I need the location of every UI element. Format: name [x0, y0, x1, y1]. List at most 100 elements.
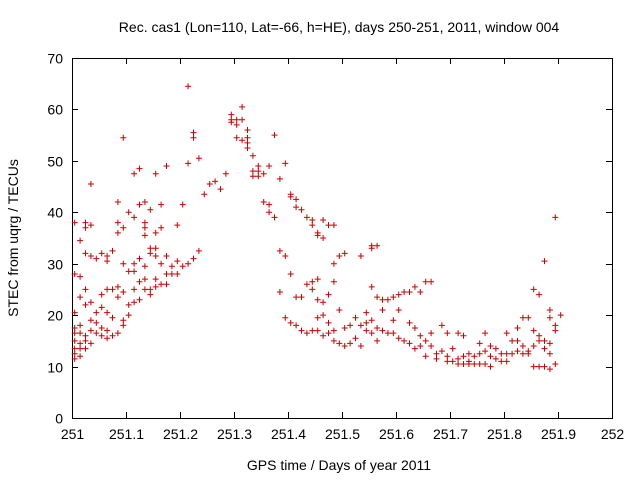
- data-point: [487, 343, 494, 349]
- data-point: [384, 330, 391, 337]
- data-point: [552, 327, 559, 334]
- data-point: [482, 330, 489, 337]
- data-point: [120, 224, 127, 231]
- data-point: [287, 271, 294, 277]
- data-point: [114, 283, 121, 290]
- data-point: [228, 111, 235, 118]
- data-point: [206, 181, 213, 187]
- data-point: [314, 276, 321, 283]
- data-point: [141, 219, 148, 226]
- data-point: [120, 134, 127, 141]
- data-point: [379, 307, 386, 313]
- data-point: [244, 145, 251, 151]
- data-point: [320, 312, 327, 319]
- data-point: [503, 350, 510, 357]
- data-point: [314, 232, 321, 239]
- data-point: [71, 355, 78, 362]
- data-point: [77, 237, 84, 244]
- data-point: [244, 139, 251, 146]
- data-point: [222, 170, 229, 177]
- data-point: [530, 363, 537, 370]
- data-point: [98, 325, 105, 331]
- data-point: [266, 209, 273, 216]
- data-point: [536, 332, 543, 339]
- data-point: [185, 260, 192, 267]
- data-point: [104, 327, 111, 334]
- data-point: [417, 332, 424, 339]
- data-point: [239, 116, 246, 123]
- data-point: [174, 222, 181, 229]
- data-point: [390, 317, 397, 324]
- data-point: [255, 168, 262, 175]
- data-point: [71, 309, 78, 316]
- data-point: [244, 127, 251, 133]
- data-point: [141, 199, 148, 205]
- data-point: [260, 199, 267, 205]
- data-point: [104, 286, 111, 293]
- data-point: [444, 353, 451, 360]
- data-point: [320, 235, 327, 241]
- plot-frame: [72, 58, 613, 419]
- data-point: [179, 263, 186, 270]
- data-point: [233, 116, 240, 123]
- data-point: [282, 160, 289, 167]
- data-point: [325, 222, 332, 229]
- data-point: [147, 286, 154, 293]
- data-point: [433, 350, 440, 357]
- data-point: [341, 325, 348, 331]
- data-point: [401, 289, 408, 295]
- data-point: [492, 355, 499, 362]
- x-tick-label: 251.5: [325, 426, 360, 442]
- data-point: [536, 337, 543, 344]
- data-point: [282, 253, 289, 259]
- data-point: [71, 271, 78, 277]
- data-point: [114, 219, 121, 226]
- data-point: [487, 353, 494, 360]
- data-point: [282, 314, 289, 321]
- data-point: [136, 201, 143, 208]
- data-point: [514, 337, 521, 344]
- data-point: [541, 337, 548, 344]
- y-tick-label: 50: [47, 154, 63, 170]
- data-point: [125, 209, 132, 216]
- data-point: [428, 343, 435, 349]
- data-point: [190, 129, 197, 136]
- data-point: [395, 335, 402, 342]
- data-point: [109, 314, 116, 321]
- data-point: [104, 253, 111, 259]
- data-point: [519, 314, 526, 321]
- data-point: [71, 350, 78, 357]
- data-point: [287, 193, 294, 200]
- data-point: [557, 312, 564, 319]
- data-point: [82, 224, 89, 231]
- data-point: [293, 294, 300, 301]
- data-point: [460, 332, 467, 339]
- data-point: [487, 363, 494, 370]
- data-point: [374, 337, 381, 344]
- data-point: [357, 343, 364, 349]
- data-point: [82, 219, 89, 226]
- data-point: [271, 214, 278, 221]
- data-point: [390, 294, 397, 301]
- y-tick-label: 20: [47, 308, 63, 324]
- data-point: [352, 335, 359, 342]
- data-point: [136, 278, 143, 285]
- data-point: [147, 245, 154, 252]
- data-point: [546, 366, 553, 373]
- data-point: [77, 340, 84, 347]
- data-point: [266, 163, 273, 169]
- data-point: [141, 263, 148, 270]
- data-point: [330, 327, 337, 334]
- data-point: [271, 132, 278, 139]
- data-point: [87, 317, 94, 324]
- data-point: [509, 337, 516, 344]
- data-point: [249, 168, 256, 175]
- data-point: [357, 322, 364, 329]
- data-point: [82, 337, 89, 344]
- data-point: [357, 253, 364, 259]
- data-point: [152, 245, 159, 252]
- x-tick-label: 251.4: [271, 426, 306, 442]
- data-point: [552, 361, 559, 367]
- data-point: [276, 247, 283, 254]
- data-point: [320, 332, 327, 339]
